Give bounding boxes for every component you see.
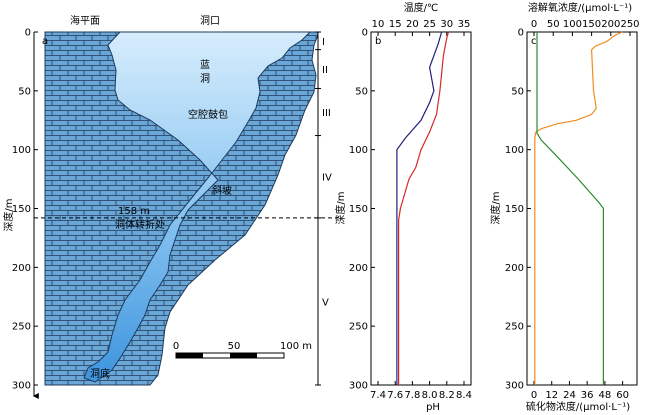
panel-b-bottom-label: pH — [426, 402, 440, 413]
panel-a-ytick-1: 50 — [18, 86, 31, 97]
panel-c-ytick-2: 100 — [505, 145, 524, 156]
panel-c-series-line-top-axis — [534, 31, 623, 385]
panel-b-series-line-bottom-axis — [396, 31, 443, 385]
panel-b-ytick-3: 150 — [349, 204, 368, 215]
panel-c-ytick-6: 300 — [505, 381, 524, 392]
panel-c-ytick-1: 50 — [511, 86, 524, 97]
panel-c-top-tick-4: 200 — [601, 19, 620, 30]
panel-c-series-line-bottom-axis — [536, 32, 604, 385]
scale-tick-50: 50 — [228, 341, 241, 352]
panel-b-ylabel: 深度/m — [334, 191, 347, 224]
panel-c-bottom-tick-0: 0 — [531, 390, 537, 401]
panel-c-top-tick-3: 150 — [582, 19, 601, 30]
panel-c-top-tick-5: 250 — [620, 19, 639, 30]
panel-c-ytick-4: 200 — [505, 263, 524, 274]
panel-a-ytick-6: 300 — [12, 381, 31, 392]
panel-b-ytick-4: 200 — [349, 263, 368, 274]
panel-b-frame — [370, 31, 472, 386]
panel-c-ytick-3: 150 — [505, 204, 524, 215]
zone-label-I: I — [322, 37, 325, 48]
panel-c: c 深度/m 溶解氧浓度/(μmol·L⁻¹) 硫化物浓度/(μmol·L⁻¹)… — [489, 1, 640, 413]
cavity-label: 空腔鼓包 — [188, 108, 228, 121]
panel-c-ylabel: 深度/m — [489, 191, 502, 224]
hole-name-char-2: 洞 — [200, 73, 210, 85]
panel-b-ytick-2: 100 — [349, 145, 368, 156]
panel-c-frame — [526, 31, 638, 386]
rock-body — [44, 31, 319, 386]
panel-a-ytick-0: 0 — [25, 28, 31, 39]
zone-label-IV: IV — [322, 173, 332, 184]
scale-tick-0: 0 — [173, 341, 179, 352]
panel-c-top-tick-1: 50 — [547, 19, 560, 30]
panel-c-bottom-tick-3: 36 — [581, 390, 594, 401]
panel-c-top-tick-2: 100 — [563, 19, 582, 30]
sea-level-label: 海平面 — [70, 14, 100, 27]
panel-a-ytick-5: 250 — [12, 322, 31, 333]
panel-c-bottom-label: 硫化物浓度/(μmol·L⁻¹) — [526, 400, 630, 413]
panel-b-bottom-tick-1: 7.6 — [387, 390, 403, 401]
panel-c-label: c — [531, 36, 537, 47]
panel-a-ytick-4: 200 — [12, 263, 31, 274]
panel-b-top-tick-5: 35 — [458, 19, 471, 30]
panel-c-ytick-5: 250 — [505, 322, 524, 333]
panel-c-bottom-tick-1: 12 — [545, 390, 558, 401]
panel-b-top-tick-0: 10 — [372, 19, 385, 30]
panel-b-bottom-tick-2: 7.8 — [404, 390, 420, 401]
slope-label: 斜坡 — [212, 184, 232, 197]
scale-bar: 0 50 100 m — [173, 341, 312, 359]
panel-b-series-line-top-axis — [398, 31, 450, 385]
panel-b-top-tick-1: 15 — [389, 19, 402, 30]
panel-b-ytick-6: 300 — [349, 381, 368, 392]
panel-a-y-axis: 0 50 100 150 200 250 300 深度/m — [2, 28, 39, 399]
panel-b-ytick-0: 0 — [362, 28, 368, 39]
panel-b-top-tick-4: 30 — [440, 19, 453, 30]
panel-b-ytick-5: 250 — [349, 322, 368, 333]
panel-a-ytick-3: 150 — [12, 204, 31, 215]
blue-hole-water — [83, 31, 312, 383]
zone-label-II: II — [322, 65, 328, 76]
panel-a-label: a — [42, 36, 48, 47]
panel-c-bottom-tick-4: 48 — [599, 390, 612, 401]
bottom-label: 洞底 — [90, 367, 110, 380]
panel-b-bottom-tick-4: 8.2 — [439, 390, 455, 401]
panel-b: b 深度/m 温度/℃ pH 0 50 100 150 200 250 300 10 15 20… — [334, 1, 472, 413]
entrance-label: 洞口 — [200, 15, 220, 27]
panel-a-ylabel: 深度/m — [2, 198, 15, 231]
panel-c-ytick-0: 0 — [518, 28, 524, 39]
panel-a: 0 50 100 150 200 250 300 深度/m a 海平面 洞口 蓝 洞 空腔鼓… — [2, 14, 340, 399]
turn-depth-label: 158 m — [118, 206, 150, 217]
panel-c-top-tick-0: 0 — [531, 19, 537, 30]
panel-a-ytick-2: 100 — [12, 145, 31, 156]
panel-b-bottom-tick-3: 8.0 — [422, 390, 438, 401]
panel-b-top-tick-3: 25 — [423, 19, 436, 30]
panel-b-label: b — [375, 36, 381, 47]
panel-b-bottom-tick-0: 7.4 — [370, 390, 386, 401]
panel-b-ytick-1: 50 — [355, 86, 368, 97]
panel-b-bottom-tick-5: 8.4 — [456, 390, 472, 401]
panel-c-bottom-tick-2: 24 — [563, 390, 576, 401]
panel-c-top-label: 溶解氧浓度/(μmol·L⁻¹) — [528, 1, 632, 14]
zone-label-V: V — [322, 297, 329, 308]
turn-point-label: 洞体转折处 — [115, 218, 165, 231]
panel-b-top-tick-2: 20 — [406, 19, 419, 30]
panel-b-top-label: 温度/℃ — [404, 1, 439, 14]
panel-c-bottom-tick-5: 60 — [616, 390, 629, 401]
zone-label-III: III — [322, 108, 331, 119]
hole-name-char-1: 蓝 — [200, 59, 210, 71]
scale-tick-100: 100 m — [280, 341, 312, 352]
